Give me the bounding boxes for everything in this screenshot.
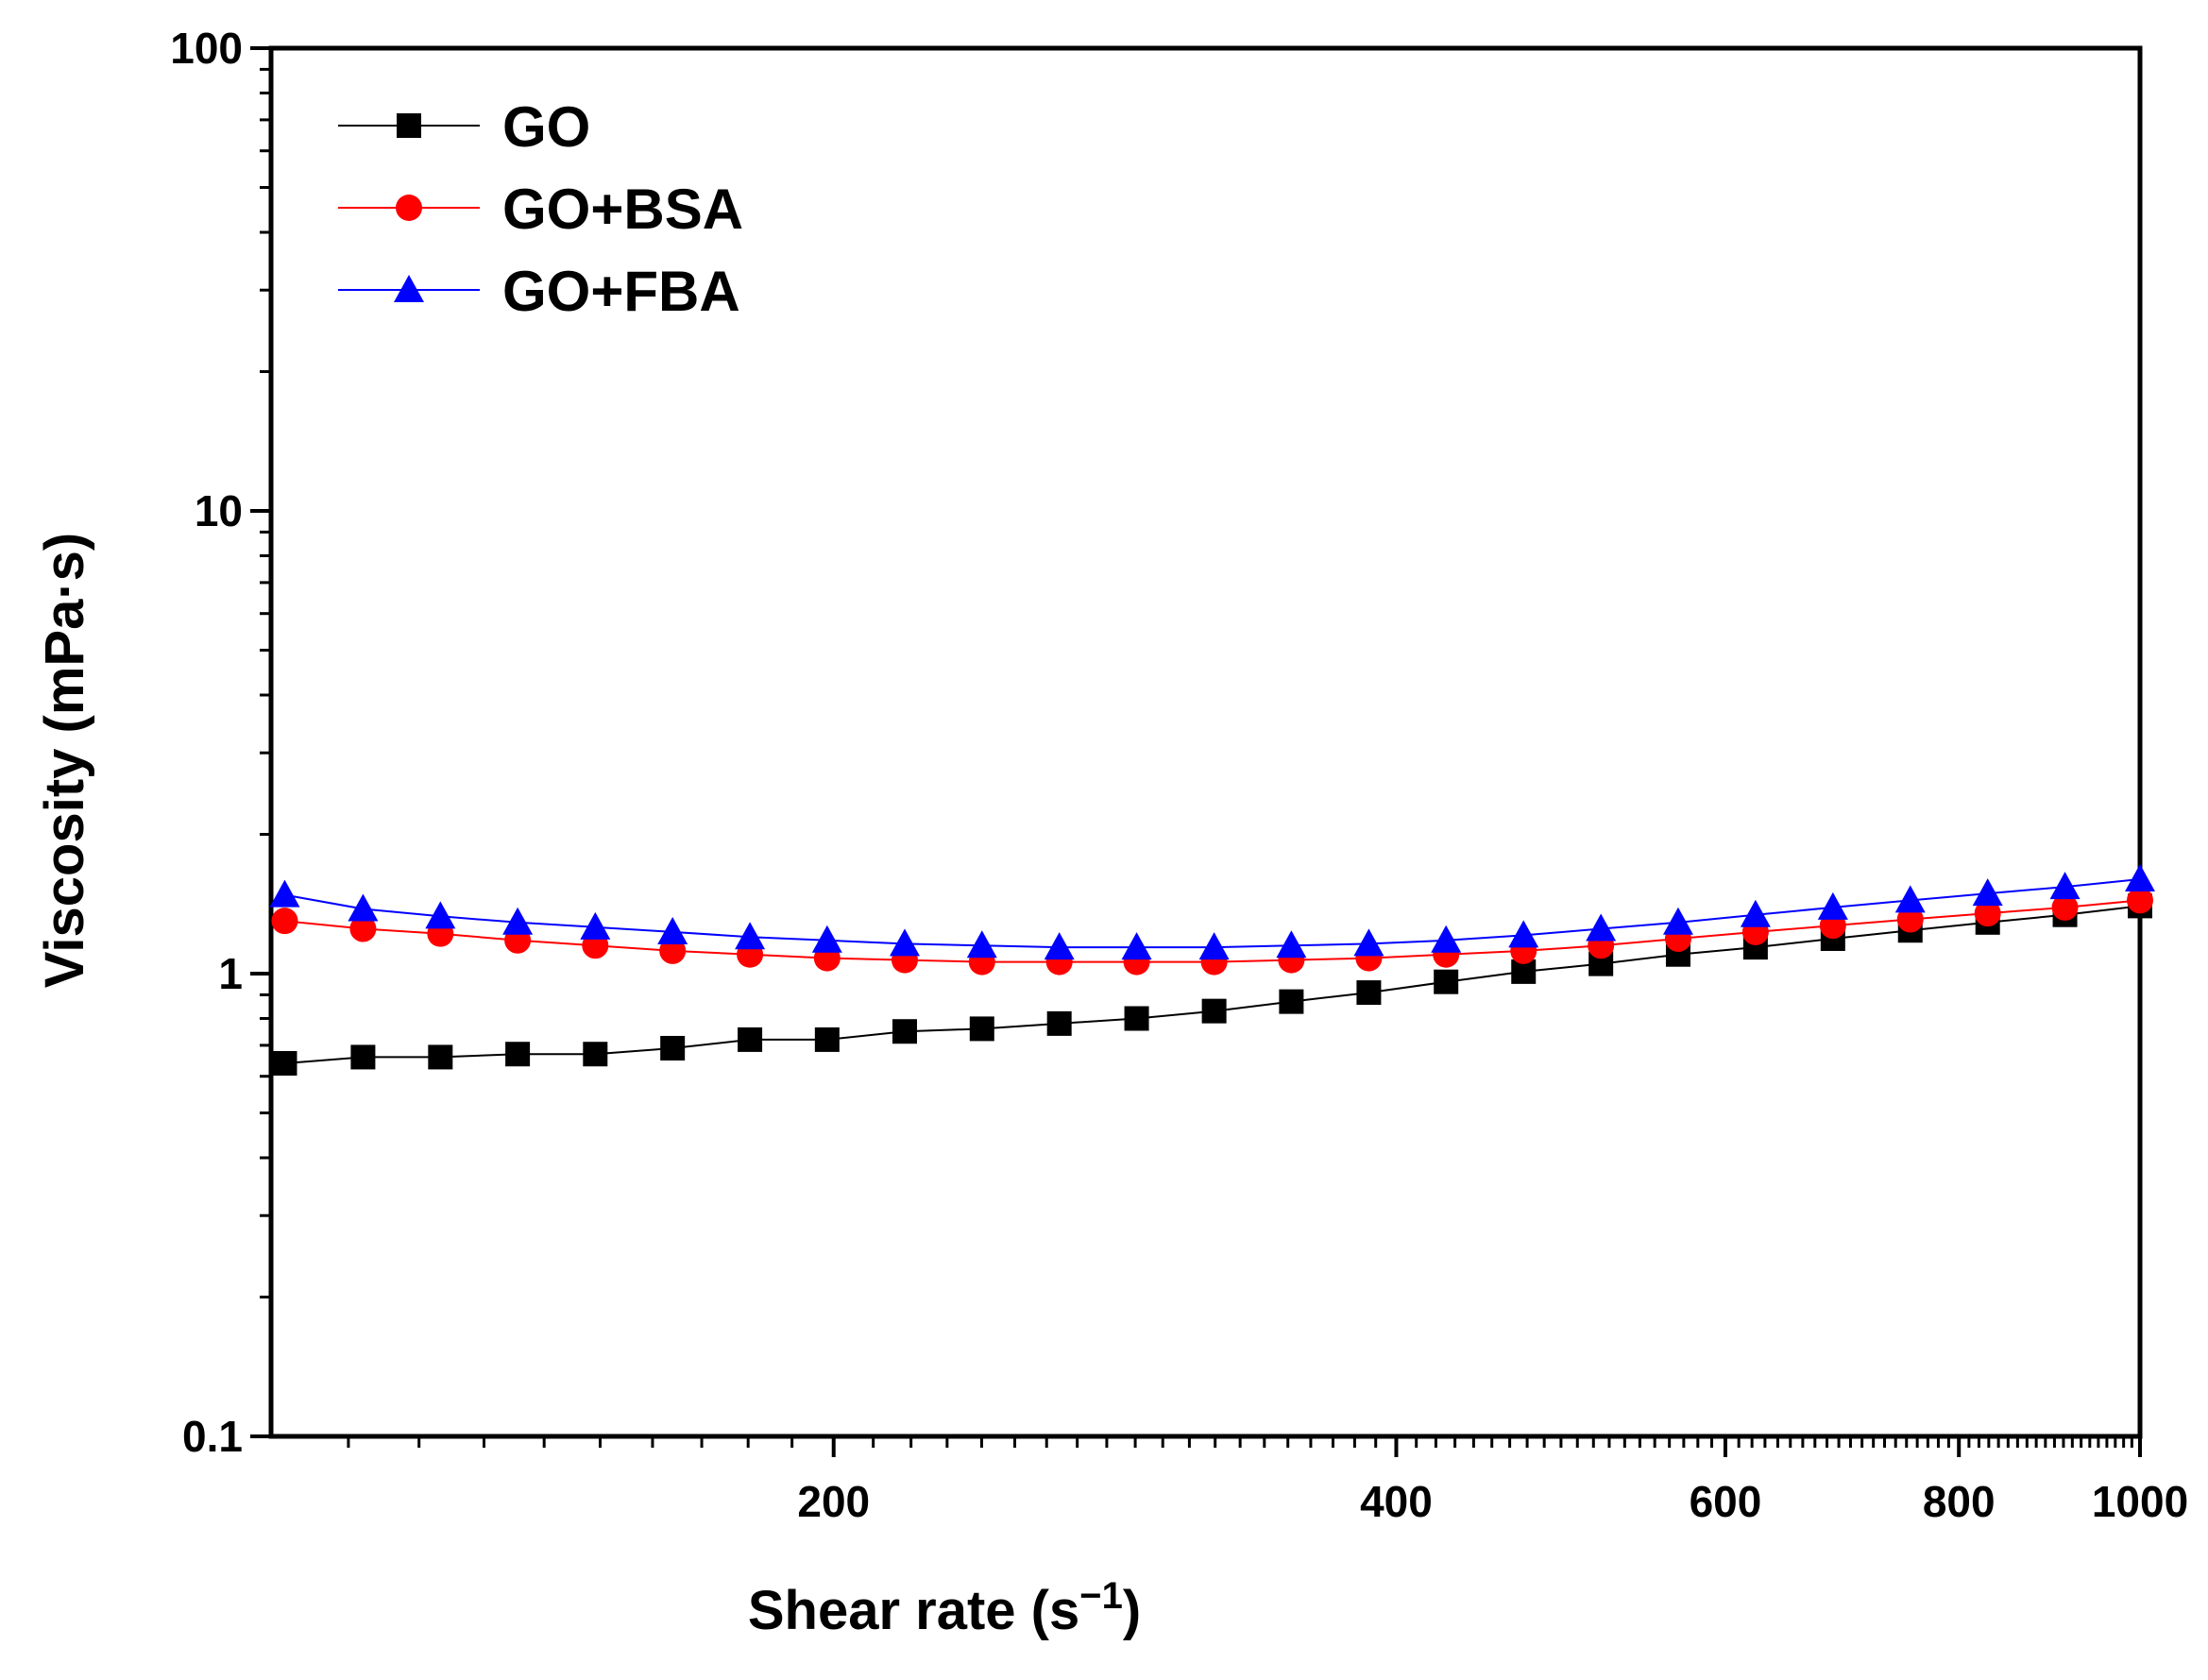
data-point-go-fba: [1972, 878, 2003, 907]
x-axis-title: Shear rate (s−1): [748, 1575, 1141, 1641]
data-point-go-fba: [1353, 928, 1384, 957]
legend-entry-go-bsa: GO+BSA: [338, 178, 743, 241]
legend-label-go-bsa: GO+BSA: [502, 178, 743, 241]
plot-frame: [268, 45, 2143, 1439]
data-point-go-bsa: [271, 908, 298, 935]
data-point-go-bsa: [1896, 906, 1924, 933]
data-point-go: [1124, 1006, 1149, 1031]
data-point-go-fba: [1817, 891, 1848, 920]
data-point-go-fba: [1508, 920, 1539, 948]
legend-marker-go-fba: [394, 275, 424, 302]
data-point-go-fba: [889, 928, 920, 957]
data-point-go-fba: [1276, 930, 1307, 959]
data-point-go-bsa: [2051, 893, 2079, 921]
data-point-go-fba: [1586, 913, 1617, 942]
data-point-go-fba: [1198, 932, 1230, 960]
data-point-go: [1279, 989, 1304, 1014]
legend-marker-go-bsa: [396, 195, 422, 221]
data-point-go-fba: [2125, 863, 2155, 891]
data-point-go: [505, 1042, 531, 1067]
data-point-go-fba: [425, 901, 456, 929]
data-point-go: [814, 1027, 840, 1052]
x-tick-label: 1000: [2092, 1477, 2188, 1526]
data-point-go: [660, 1035, 686, 1061]
data-point-go: [428, 1044, 453, 1070]
series-line-go: [284, 905, 2141, 1064]
data-point-go-fba: [1431, 925, 1462, 953]
data-point-go-fba: [269, 879, 300, 908]
x-tick-label: 600: [1690, 1477, 1762, 1526]
data-point-go-fba: [966, 930, 997, 959]
data-point-go-fba: [1740, 899, 1771, 927]
data-point-go: [1046, 1010, 1072, 1036]
axes: 200 400 600 800 1000 0.1 1 10 100: [170, 24, 2188, 1526]
data-point-go-fba: [657, 916, 688, 944]
data-point-go-fba: [348, 893, 379, 922]
y-tick-label: 10: [195, 486, 243, 535]
series-go-fba: [269, 863, 2155, 960]
data-point-go-fba: [1662, 907, 1693, 935]
x-tick-label: 200: [797, 1477, 870, 1526]
data-point-go: [738, 1027, 763, 1052]
series-go: [272, 893, 2152, 1076]
y-tick-label: 0.1: [182, 1412, 243, 1461]
data-point-go: [272, 1050, 297, 1076]
data-point-go-fba: [2049, 872, 2081, 900]
data-point-go-fba: [580, 911, 611, 940]
x-tick-label: 400: [1360, 1477, 1433, 1526]
legend-label-go-fba: GO+FBA: [502, 260, 740, 323]
data-point-go: [1434, 969, 1459, 994]
y-tick-label: 1: [218, 949, 243, 998]
data-point-go-fba: [1121, 932, 1152, 960]
data-point-go: [350, 1044, 376, 1070]
data-point-go: [583, 1042, 608, 1067]
data-point-go: [1201, 998, 1227, 1024]
data-point-go-fba: [1044, 932, 1075, 960]
data-point-go-fba: [1894, 885, 1926, 913]
data-point-go-bsa: [349, 915, 377, 942]
legend: GO GO+BSA GO+FBA: [338, 95, 743, 323]
legend-entry-go-fba: GO+FBA: [338, 260, 740, 323]
y-tick-label: 100: [170, 24, 243, 73]
legend-label-go: GO: [502, 95, 590, 159]
legend-entry-go: GO: [338, 95, 590, 159]
series-group: [269, 863, 2155, 1076]
series-go-bsa: [271, 887, 2153, 976]
data-point-go: [892, 1019, 917, 1044]
y-axis-title: Viscosity (mPa·s): [34, 533, 95, 988]
data-point-go: [1356, 980, 1382, 1006]
data-point-go-fba: [735, 922, 766, 950]
x-tick-label: 800: [1923, 1477, 1996, 1526]
data-point-go-fba: [502, 907, 534, 935]
data-point-go: [969, 1016, 994, 1042]
legend-marker-go: [397, 113, 421, 138]
data-point-go-bsa: [2127, 887, 2153, 914]
data-point-go-fba: [811, 925, 842, 953]
data-point-go-bsa: [1974, 900, 2001, 927]
